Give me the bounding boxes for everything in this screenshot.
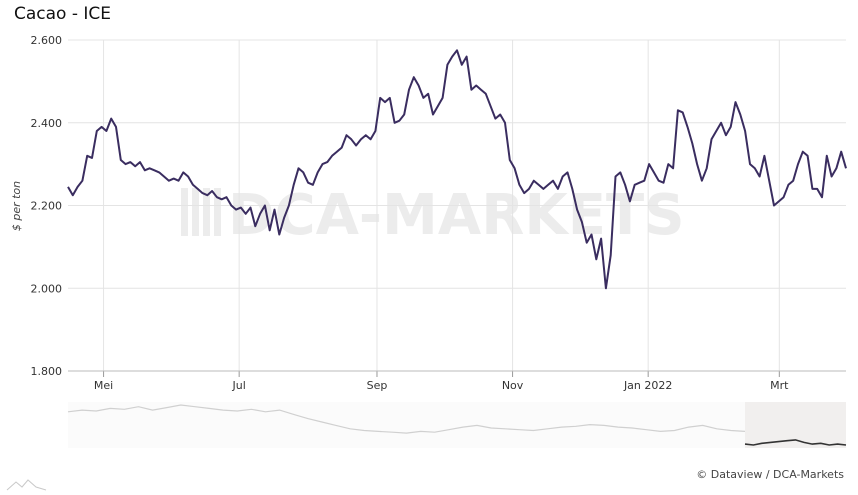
navigator-history-line bbox=[67, 404, 746, 434]
chart-title: Cacao - ICE bbox=[14, 4, 112, 24]
navigator[interactable] bbox=[67, 402, 847, 448]
series-line bbox=[67, 49, 847, 290]
y-tick-label: 1.800 bbox=[31, 365, 63, 378]
navigator-background bbox=[68, 402, 846, 448]
watermark: DCA-MARKETS bbox=[181, 183, 685, 248]
y-tick-label: 2.000 bbox=[31, 282, 63, 295]
x-tick-label: Mrt bbox=[770, 379, 789, 392]
grid bbox=[68, 39, 846, 372]
y-tick-label: 2.400 bbox=[31, 117, 63, 130]
watermark-bars-icon bbox=[181, 188, 221, 236]
x-tick-label: Jul bbox=[232, 379, 246, 392]
x-tick-label: Nov bbox=[502, 379, 524, 392]
navigator-selected-line bbox=[744, 439, 847, 446]
y-tick-label: 2.600 bbox=[31, 34, 63, 47]
y-axis: 1.800 2.000 2.200 2.400 2.600 bbox=[31, 34, 63, 378]
x-tick-label: Jan 2022 bbox=[623, 379, 672, 392]
x-tick-label: Sep bbox=[367, 379, 388, 392]
watermark-text: DCA-MARKETS bbox=[228, 183, 685, 248]
navigator-window[interactable] bbox=[745, 402, 846, 448]
x-tick-label: Mei bbox=[94, 379, 113, 392]
credit: © Dataview / DCA-Markets bbox=[696, 468, 844, 481]
y-axis-label: $ per ton bbox=[10, 181, 23, 231]
x-axis: Mei Jul Sep Nov Jan 2022 Mrt bbox=[68, 370, 846, 392]
logo-mark-icon bbox=[6, 479, 47, 491]
chart: DCA-MARKETS 1.800 2.000 2.200 2.400 2.600 Me… bbox=[10, 34, 847, 448]
y-tick-label: 2.200 bbox=[31, 200, 63, 213]
